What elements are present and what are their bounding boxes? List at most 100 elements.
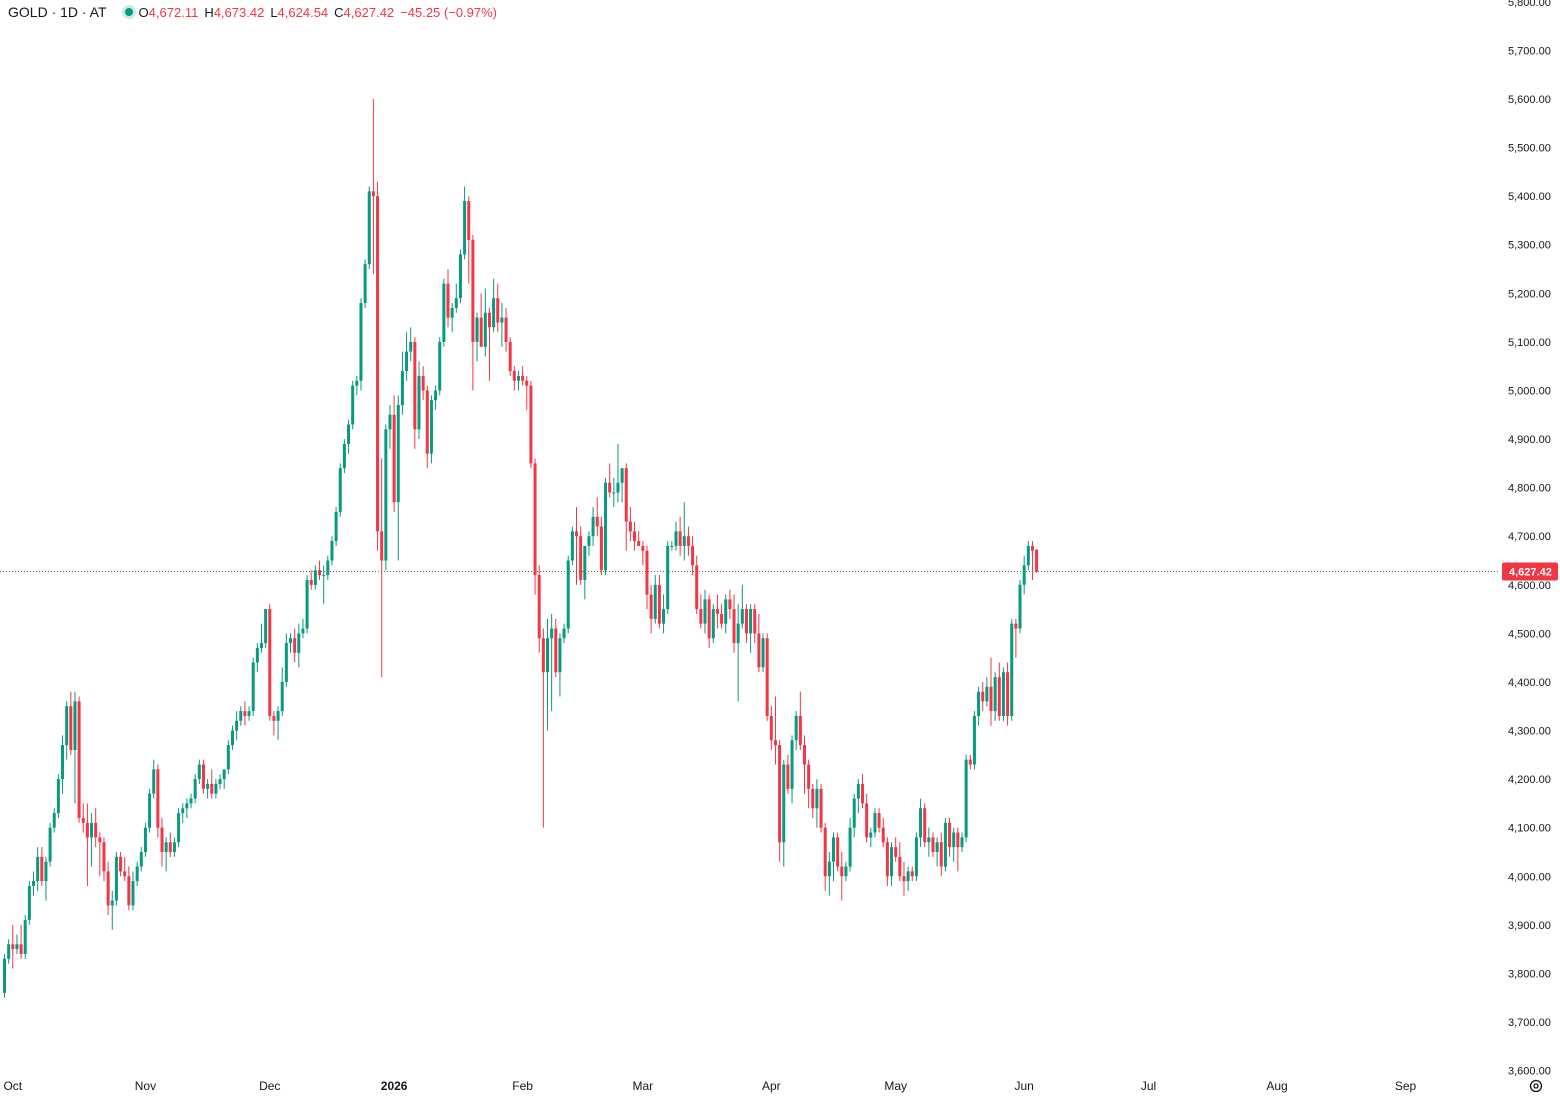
candle-body <box>790 740 794 789</box>
candle-body <box>77 701 81 818</box>
price-axis[interactable]: 3,600.00 3,700.00 3,800.00 3,900.00 4,000.00… <box>1508 0 1551 1078</box>
candle <box>19 924 23 959</box>
candle-body <box>255 647 259 663</box>
candle-body <box>376 196 380 532</box>
candle <box>7 939 11 964</box>
candle-body <box>85 822 89 838</box>
candle <box>52 808 56 833</box>
candle <box>620 468 624 503</box>
gear-icon[interactable] <box>1528 1078 1544 1094</box>
candle-body <box>550 628 554 639</box>
candle <box>1035 549 1039 573</box>
ohlc-legend: GOLD · 1D · AT O 4,672.11 H 4,673.42 L 4… <box>8 4 497 20</box>
candle <box>73 691 77 804</box>
candle-body <box>463 201 467 255</box>
candle-body <box>139 851 143 867</box>
candle-body <box>119 856 123 872</box>
time-axis[interactable]: Oct Nov Dec 2026 Feb Mar Apr May Jun Jul Aug Sep <box>3 1079 1416 1093</box>
y-tick-label: 5,300.00 <box>1508 240 1551 252</box>
candle-body <box>334 511 338 542</box>
candle-body <box>61 745 65 780</box>
candle <box>529 380 533 469</box>
candle-body <box>363 264 367 304</box>
candle <box>562 623 566 644</box>
candle <box>554 618 558 678</box>
candle-body <box>504 317 508 342</box>
candle-body <box>840 866 844 877</box>
candle-body <box>367 191 371 265</box>
candle <box>222 769 226 789</box>
candle <box>699 594 703 629</box>
candle <box>280 667 284 716</box>
candle <box>728 589 732 619</box>
candle <box>591 507 595 546</box>
low-label: L <box>270 4 278 20</box>
candle <box>189 793 193 809</box>
candle <box>442 278 446 347</box>
candle-body <box>703 599 707 624</box>
candle <box>405 332 409 381</box>
candle <box>322 565 326 605</box>
candle-body <box>832 837 835 862</box>
candle-body <box>40 856 44 882</box>
candle <box>318 560 322 580</box>
candle-body <box>160 827 164 852</box>
candle <box>1006 662 1010 726</box>
candle-body <box>114 856 118 901</box>
candle <box>807 759 811 809</box>
candle-body <box>545 638 549 673</box>
candle <box>330 536 334 566</box>
y-tick-label: 3,600.00 <box>1508 1066 1551 1078</box>
candle <box>927 827 931 857</box>
candle <box>773 696 777 765</box>
candle-body <box>421 375 425 391</box>
open-value: 4,672.11 <box>148 4 199 20</box>
candle-body <box>326 560 330 576</box>
candle <box>732 594 736 653</box>
candle <box>496 283 500 333</box>
candle-body <box>952 832 956 848</box>
candle-body <box>906 871 910 882</box>
candle-body <box>313 570 317 585</box>
candle-body <box>633 531 637 542</box>
y-tick-label: 3,700.00 <box>1508 1017 1551 1029</box>
y-tick-label: 4,300.00 <box>1508 726 1551 738</box>
candle <box>769 706 773 750</box>
candle <box>894 837 898 862</box>
candle <box>558 633 562 697</box>
candle-body <box>939 842 943 867</box>
candle <box>293 628 297 663</box>
candle-body <box>881 827 885 843</box>
candle-body <box>429 400 433 454</box>
candle <box>964 754 968 843</box>
candle-body <box>218 779 222 784</box>
x-tick-label: Jul <box>1141 1079 1156 1093</box>
symbol-title[interactable]: GOLD · 1D · AT <box>8 4 107 20</box>
candle <box>545 618 549 731</box>
candle <box>790 735 794 804</box>
candle-body <box>910 871 914 877</box>
y-tick-label: 5,400.00 <box>1508 191 1551 203</box>
candle <box>533 458 537 595</box>
candle-body <box>757 633 761 668</box>
candle <box>342 439 346 474</box>
y-tick-label: 5,700.00 <box>1508 45 1551 57</box>
candle-body <box>450 307 454 318</box>
candle <box>956 827 960 872</box>
candle-body <box>516 375 520 381</box>
candle-body <box>575 531 579 537</box>
candle <box>666 541 670 614</box>
candle <box>380 458 384 678</box>
candle-body <box>156 769 160 828</box>
candle-body <box>259 643 263 648</box>
high-label: H <box>204 4 214 20</box>
candle <box>827 851 831 896</box>
candle-body <box>964 759 968 838</box>
candle-body <box>786 764 790 789</box>
candle <box>94 808 98 848</box>
candle-body <box>765 638 769 716</box>
candle <box>1022 555 1026 595</box>
candle-body <box>106 871 110 906</box>
candle <box>148 788 152 833</box>
